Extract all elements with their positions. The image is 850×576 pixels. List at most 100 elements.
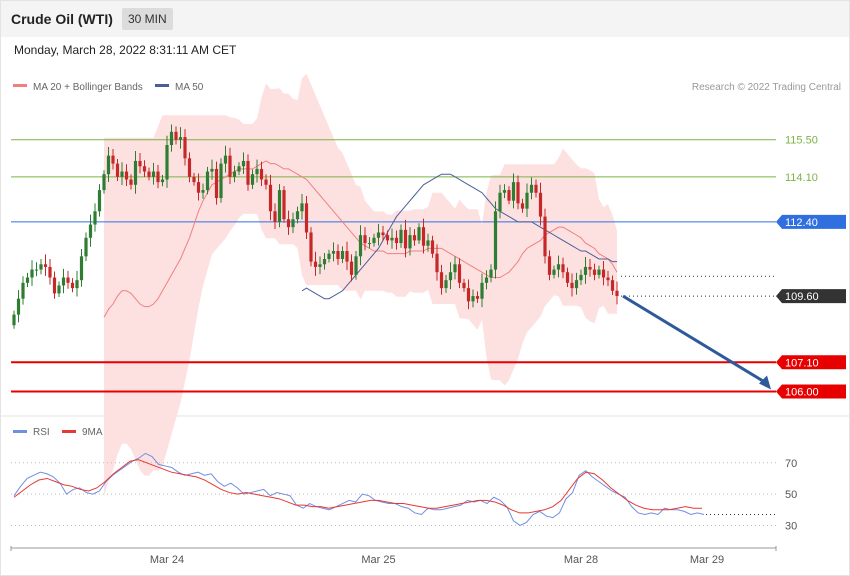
candle <box>421 218 426 254</box>
candle-body <box>264 179 268 185</box>
candle <box>25 272 30 287</box>
candle <box>376 223 381 246</box>
instrument-title: Crude Oil (WTI) <box>11 11 113 27</box>
candle-body <box>543 216 547 257</box>
candle-body <box>588 266 592 270</box>
candle <box>282 186 286 223</box>
candle-body <box>565 272 570 283</box>
candle-body <box>273 211 277 222</box>
candle <box>525 183 529 217</box>
candle-body <box>534 184 538 193</box>
x-tick-label: Mar 24 <box>150 554 184 566</box>
candle-body <box>322 258 327 265</box>
candle <box>75 270 79 297</box>
candle-body <box>277 190 282 222</box>
candle-body <box>165 145 169 180</box>
candle-body <box>106 155 111 175</box>
candle-body <box>345 251 349 262</box>
candle <box>187 152 192 183</box>
legend-rsi-swatch <box>13 430 27 433</box>
candle <box>538 182 543 226</box>
candle <box>462 278 466 292</box>
candle-body <box>187 158 192 177</box>
candle-body <box>381 232 385 236</box>
candle-body <box>129 179 133 185</box>
candle-body <box>70 282 75 289</box>
candle-body <box>498 192 502 212</box>
legend-ma50-label: MA 50 <box>175 82 204 93</box>
candle <box>52 271 57 299</box>
candle <box>534 179 538 198</box>
bollinger-band-area <box>104 73 617 497</box>
candle-body <box>484 277 489 283</box>
forecast-arrow <box>622 294 771 390</box>
candle <box>277 184 282 228</box>
candle-body <box>30 269 34 278</box>
candle-body <box>268 184 273 212</box>
candle-body <box>84 237 88 257</box>
candle-body <box>493 211 498 270</box>
candle-body <box>579 274 583 281</box>
candle <box>43 254 48 276</box>
candle <box>291 212 295 234</box>
candle <box>331 242 336 262</box>
candle <box>493 201 498 279</box>
candle <box>336 244 340 265</box>
candle <box>358 225 363 266</box>
candle <box>223 145 228 173</box>
candle-body <box>336 251 340 259</box>
candle <box>48 258 52 285</box>
candle-body <box>583 266 588 275</box>
candle-body <box>75 280 79 289</box>
x-axis-labels: Mar 24 Mar 25 Mar 28 Mar 29 <box>150 554 724 566</box>
candle-body <box>502 190 507 193</box>
candle <box>345 241 349 270</box>
candle <box>354 251 358 280</box>
candle <box>552 265 556 279</box>
candle <box>156 164 160 189</box>
forecast-arrow-head <box>759 375 771 390</box>
candle-body <box>318 264 322 267</box>
candle <box>133 151 138 194</box>
candle <box>318 256 322 275</box>
candle <box>390 228 394 249</box>
candle-body <box>444 280 448 289</box>
candle-body <box>232 171 237 177</box>
candle-body <box>574 280 579 289</box>
rsi-tick-label-70: 70 <box>785 458 797 470</box>
candle <box>111 149 115 170</box>
candle <box>268 174 273 221</box>
candle-body <box>426 240 430 246</box>
candle <box>408 227 412 256</box>
candle <box>88 214 93 247</box>
candle-body <box>241 160 246 167</box>
candle <box>138 152 142 174</box>
candle <box>70 278 75 293</box>
candle-body <box>354 256 358 275</box>
candle <box>520 198 525 213</box>
candle <box>255 159 259 183</box>
candle-body <box>79 256 84 281</box>
candle-body <box>615 290 619 297</box>
candle <box>241 152 246 174</box>
candle-body <box>214 168 219 199</box>
legend-rsi-ma-swatch <box>62 430 76 433</box>
candle <box>169 124 174 152</box>
candle-body <box>448 272 453 281</box>
candle <box>129 174 133 190</box>
candle-body <box>399 229 403 244</box>
candle-body <box>133 160 138 185</box>
candle <box>412 229 417 246</box>
candle <box>30 260 34 286</box>
timeframe-button[interactable]: 30 MIN <box>122 8 173 30</box>
candle-body <box>102 174 106 191</box>
candle <box>502 184 507 199</box>
candle <box>120 162 124 186</box>
candle <box>529 177 534 200</box>
level-tag-106-00 <box>776 384 846 399</box>
candle-body <box>592 269 597 275</box>
candle-body <box>21 282 25 299</box>
rsi-tick-label-50: 50 <box>785 489 797 501</box>
candle-body <box>43 264 48 267</box>
candle <box>219 158 223 203</box>
